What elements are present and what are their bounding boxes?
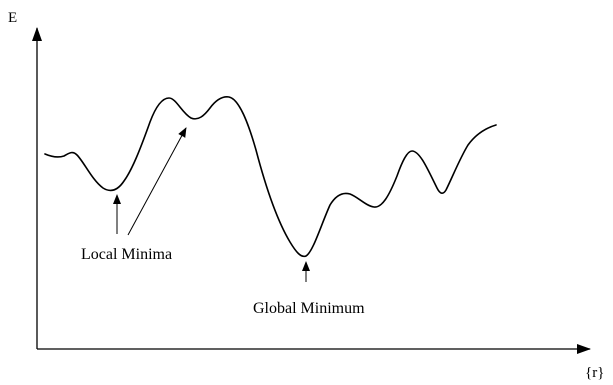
global-minimum-label: Global Minimum — [253, 300, 365, 317]
y-axis-label: E — [8, 10, 17, 26]
x-axis-label: {r} — [585, 365, 604, 381]
energy-curve — [45, 97, 496, 257]
local-minimum-arrow-2 — [128, 128, 186, 235]
local-minima-label: Local Minima — [81, 246, 172, 263]
